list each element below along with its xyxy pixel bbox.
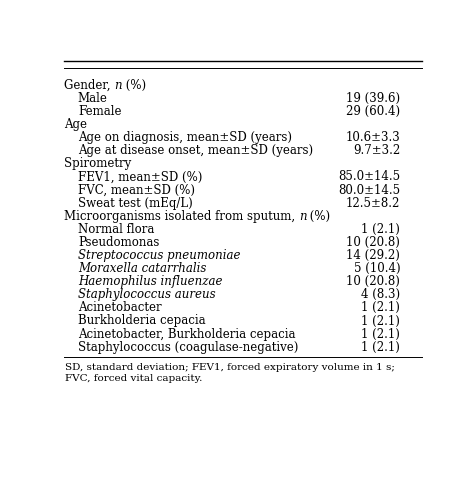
Text: 80.0±14.5: 80.0±14.5 <box>338 183 400 197</box>
Text: 29 (60.4): 29 (60.4) <box>346 105 400 118</box>
Text: Acinetobacter: Acinetobacter <box>78 301 162 314</box>
Text: 5 (10.4): 5 (10.4) <box>354 262 400 275</box>
Text: 1 (2.1): 1 (2.1) <box>361 301 400 314</box>
Text: 1 (2.1): 1 (2.1) <box>361 223 400 236</box>
Text: SD, standard deviation; FEV1, forced expiratory volume in 1 s;: SD, standard deviation; FEV1, forced exp… <box>65 363 395 372</box>
Text: (%): (%) <box>306 210 330 223</box>
Text: n: n <box>299 210 306 223</box>
Text: Gender,: Gender, <box>64 79 114 92</box>
Text: Acinetobacter, Burkholderia cepacia: Acinetobacter, Burkholderia cepacia <box>78 327 295 341</box>
Text: Moraxella catarrhalis: Moraxella catarrhalis <box>78 262 206 275</box>
Text: Microorganisms isolated from sputum,: Microorganisms isolated from sputum, <box>64 210 299 223</box>
Text: Age: Age <box>64 118 87 131</box>
Text: Burkholderia cepacia: Burkholderia cepacia <box>78 314 205 327</box>
Text: 1 (2.1): 1 (2.1) <box>361 341 400 354</box>
Text: Staphylococcus aureus: Staphylococcus aureus <box>78 288 216 301</box>
Text: Female: Female <box>78 105 121 118</box>
Text: Age at disease onset, mean±SD (years): Age at disease onset, mean±SD (years) <box>78 144 313 157</box>
Text: 85.0±14.5: 85.0±14.5 <box>338 170 400 183</box>
Text: Spirometry: Spirometry <box>64 157 131 170</box>
Text: 10 (20.8): 10 (20.8) <box>346 275 400 288</box>
Text: (%): (%) <box>122 79 146 92</box>
Text: FVC, forced vital capacity.: FVC, forced vital capacity. <box>65 374 203 383</box>
Text: 1 (2.1): 1 (2.1) <box>361 327 400 341</box>
Text: 14 (29.2): 14 (29.2) <box>346 249 400 262</box>
Text: Sweat test (mEq/L): Sweat test (mEq/L) <box>78 197 192 210</box>
Text: Staphylococcus (coagulase-negative): Staphylococcus (coagulase-negative) <box>78 341 298 354</box>
Text: FVC, mean±SD (%): FVC, mean±SD (%) <box>78 183 195 197</box>
Text: Haemophilus influenzae: Haemophilus influenzae <box>78 275 222 288</box>
Text: 12.5±8.2: 12.5±8.2 <box>346 197 400 210</box>
Text: Pseudomonas: Pseudomonas <box>78 236 159 249</box>
Text: Male: Male <box>78 92 108 105</box>
Text: 4 (8.3): 4 (8.3) <box>361 288 400 301</box>
Text: 19 (39.6): 19 (39.6) <box>346 92 400 105</box>
Text: Age on diagnosis, mean±SD (years): Age on diagnosis, mean±SD (years) <box>78 131 292 144</box>
Text: 9.7±3.2: 9.7±3.2 <box>353 144 400 157</box>
Text: FEV1, mean±SD (%): FEV1, mean±SD (%) <box>78 170 202 183</box>
Text: 10.6±3.3: 10.6±3.3 <box>346 131 400 144</box>
Text: 10 (20.8): 10 (20.8) <box>346 236 400 249</box>
Text: Streptococcus pneumoniae: Streptococcus pneumoniae <box>78 249 240 262</box>
Text: Normal flora: Normal flora <box>78 223 154 236</box>
Text: 1 (2.1): 1 (2.1) <box>361 314 400 327</box>
Text: n: n <box>114 79 122 92</box>
